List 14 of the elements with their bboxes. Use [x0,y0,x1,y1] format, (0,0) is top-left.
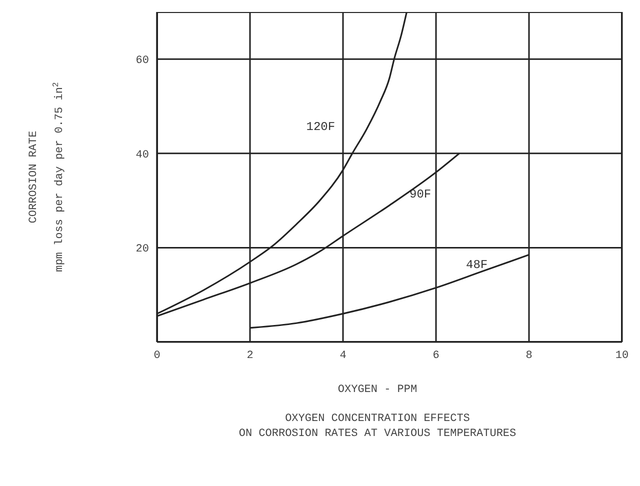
x-axis-title: OXYGEN - PPM [336,384,418,396]
x-tick-label: 0 [154,350,160,362]
y-tick-label: 40 [136,149,149,162]
x-tick-label: 8 [526,350,532,362]
series-label: 90F [410,187,432,202]
y-tick-label: 20 [136,244,149,256]
x-tick-label: 10 [615,350,629,362]
x-tick-label: 4 [340,350,347,362]
y-tick-label: 60 [136,55,149,68]
series-label: 48F [466,258,488,272]
x-tick-label: 2 [246,350,254,362]
x-tick-label: 6 [432,350,440,362]
text: OXYGEN CONCENTRATION EFFECTS ON CORROSION RATES AT VARIOUS TEMPERATURES [238,412,518,442]
text: 120F [306,120,336,134]
